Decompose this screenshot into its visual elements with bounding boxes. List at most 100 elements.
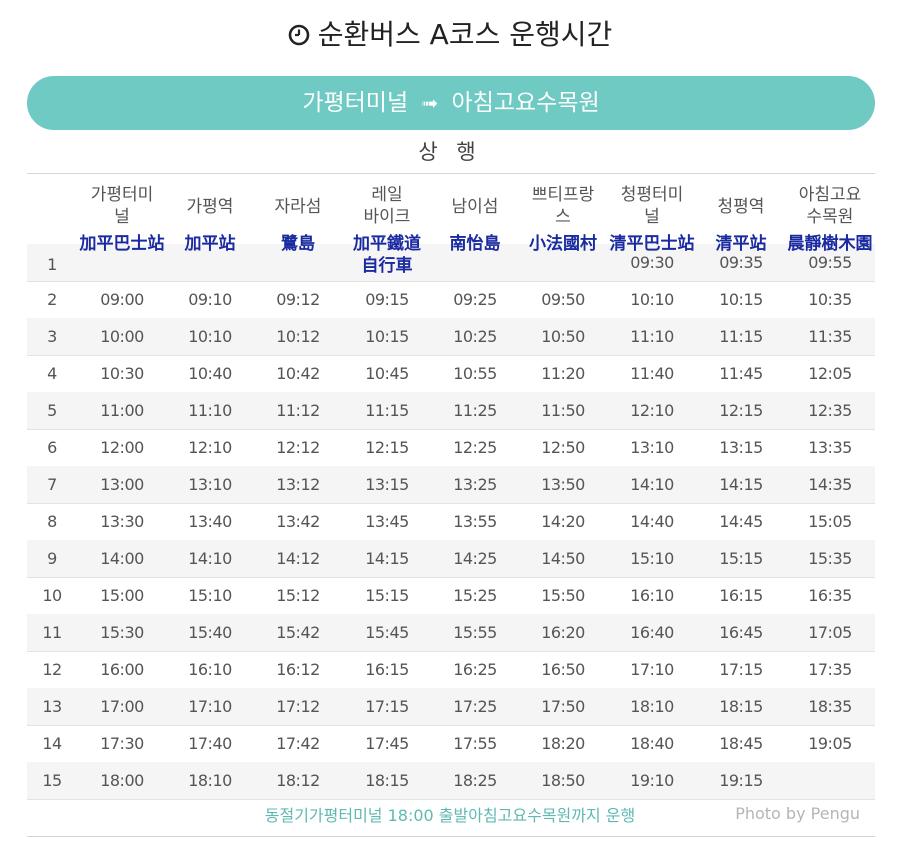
title-text: 순환버스 A코스 운행시간: [317, 18, 613, 51]
departure-time: 15:30: [100, 623, 144, 642]
departure-time: 17:15: [719, 660, 763, 679]
departure-time: 11:12: [276, 401, 320, 420]
departure-time: 16:15: [365, 660, 409, 679]
stop-name-zh: 加平鐵道 自行車: [353, 234, 421, 276]
departure-time: [785, 762, 875, 799]
departure-time: 09:25: [453, 290, 497, 309]
departure-time: 14:00: [100, 549, 144, 568]
departure-time: 12:05: [808, 364, 852, 383]
photo-credit: Photo by Pengu: [735, 804, 860, 823]
route-from: 가평터미널: [302, 90, 409, 116]
stop-name-ko: 가평역: [186, 197, 234, 217]
departure-time: 11:35: [808, 327, 852, 346]
departure-time: 16:10: [630, 586, 674, 605]
departure-time: 12:25: [453, 438, 497, 457]
row-number: 7: [47, 475, 57, 494]
departure-time: 15:12: [276, 586, 320, 605]
departure-time: 15:25: [453, 586, 497, 605]
departure-time: 15:55: [453, 623, 497, 642]
departure-time: 09:15: [365, 290, 409, 309]
departure-time: 19:10: [630, 771, 674, 790]
departure-time: 09:30: [630, 253, 674, 272]
departure-time: 14:25: [453, 549, 497, 568]
stop-name-ko: 레일 바이크: [363, 185, 411, 227]
stop-name-zh: 小法國村: [529, 234, 597, 254]
stop-name-zh: 加平站: [184, 234, 236, 254]
departure-time: 11:20: [541, 364, 585, 383]
page-title: 순환버스 A코스 운행시간: [0, 16, 900, 54]
departure-time: 13:30: [100, 512, 144, 531]
departure-time: 15:42: [276, 623, 320, 642]
row-number: 6: [47, 438, 57, 457]
departure-time: 16:45: [719, 623, 763, 642]
departure-time: 10:40: [188, 364, 232, 383]
table-row: 10 15:00 15:10 15:12 15:15 15:25 15:50 16:10 16:…: [27, 577, 875, 615]
departure-time: 17:12: [276, 697, 320, 716]
departure-time: 15:10: [630, 549, 674, 568]
table-row: 8 13:30 13:40 13:42 13:45 13:55 14:20 14:40 14:4…: [27, 503, 875, 541]
departure-time: 15:00: [100, 586, 144, 605]
departure-time: 15:40: [188, 623, 232, 642]
stop-name-zh: 清平巴士站: [609, 234, 695, 254]
departure-time: 15:45: [365, 623, 409, 642]
departure-time: 10:00: [100, 327, 144, 346]
stop-name-zh: 加平巴士站: [79, 234, 165, 254]
departure-time: 10:30: [100, 364, 144, 383]
departure-time: 12:12: [276, 438, 320, 457]
stop-name-ko: 가평터미 널: [90, 185, 154, 227]
row-number: 13: [42, 697, 62, 716]
departure-time: 12:50: [541, 438, 585, 457]
departure-time: 11:10: [188, 401, 232, 420]
departure-time: 13:42: [276, 512, 320, 531]
departure-time: 10:10: [630, 290, 674, 309]
table-row: 3 10:00 10:10 10:12 10:15 10:25 10:50 11:10 11:1…: [27, 318, 875, 356]
departure-time: 11:00: [100, 401, 144, 420]
departure-time: 13:40: [188, 512, 232, 531]
table-row: 4 10:30 10:40 10:42 10:45 10:55 11:20 11:40 11:4…: [27, 355, 875, 393]
table-row: 12 16:00 16:10 16:12 16:15 16:25 16:50 17:10 17:…: [27, 651, 875, 689]
departure-time: 16:20: [541, 623, 585, 642]
winter-note: 동절기가평터미널 18:00 출발아침고요수목원까지 운행: [264, 806, 636, 825]
departure-time: 13:15: [365, 475, 409, 494]
departure-time: 13:45: [365, 512, 409, 531]
departure-time: 10:35: [808, 290, 852, 309]
departure-time: 11:25: [453, 401, 497, 420]
departure-time: 17:10: [188, 697, 232, 716]
departure-time: 10:10: [188, 327, 232, 346]
departure-time: 17:25: [453, 697, 497, 716]
route-banner: 가평터미널 ➟ 아침고요수목원: [27, 76, 875, 130]
departure-time: 18:15: [719, 697, 763, 716]
departure-time: 10:15: [719, 290, 763, 309]
departure-time: 14:15: [719, 475, 763, 494]
departure-time: 16:15: [719, 586, 763, 605]
table-row: 7 13:00 13:10 13:12 13:15 13:25 13:50 14:10 14:1…: [27, 466, 875, 504]
stop-name-ko: 자라섬: [274, 197, 322, 217]
departure-time: 16:35: [808, 586, 852, 605]
departure-time: 16:10: [188, 660, 232, 679]
table-row: 9 14:00 14:10 14:12 14:15 14:25 14:50 15:10 15:1…: [27, 540, 875, 578]
departure-time: 13:00: [100, 475, 144, 494]
departure-time: 14:35: [808, 475, 852, 494]
stop-name-ko: 아침고요 수목원: [798, 185, 862, 227]
divider: [27, 836, 875, 837]
departure-time: 16:12: [276, 660, 320, 679]
stop-name-ko: 남이섬: [451, 197, 499, 217]
stop-name-ko: 쁘티프랑 스: [531, 185, 595, 227]
departure-time: 09:35: [719, 253, 763, 272]
row-number: 10: [42, 586, 62, 605]
departure-time: 18:35: [808, 697, 852, 716]
stop-name-zh: 清平站: [715, 234, 767, 254]
departure-time: 12:15: [719, 401, 763, 420]
departure-time: 14:10: [188, 549, 232, 568]
direction-label: 상 행: [418, 140, 482, 164]
departure-time: 11:10: [630, 327, 674, 346]
departure-time: 16:50: [541, 660, 585, 679]
departure-time: 09:10: [188, 290, 232, 309]
departure-time: 17:05: [808, 623, 852, 642]
row-number: 15: [42, 771, 62, 790]
departure-time: 10:55: [453, 364, 497, 383]
stop-name-zh: 晨靜樹木園: [787, 234, 873, 254]
right-arrow-icon: ➟: [421, 91, 439, 115]
departure-time: 15:50: [541, 586, 585, 605]
departure-time: 13:50: [541, 475, 585, 494]
